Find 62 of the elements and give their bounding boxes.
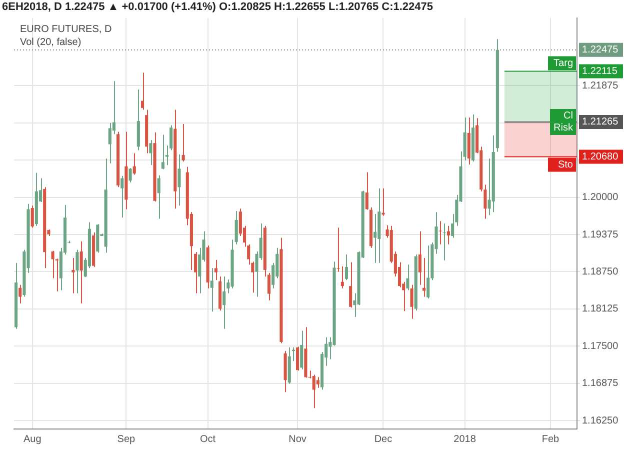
x-tick-label: Aug [23,434,42,445]
ref-line-label: 1.22475 [582,44,619,56]
candlestick [300,330,304,370]
candlestick [349,262,352,308]
candlestick [161,134,164,170]
band-label: Sto [558,160,574,171]
ref-line-label: 1.20680 [582,152,619,163]
band-label: Targ [554,58,573,70]
candlestick [422,258,426,298]
candlestick [18,284,22,304]
candlestick [30,205,34,228]
candlestick [222,276,226,330]
candlestick [210,268,214,312]
y-tick-label: 1.17500 [582,340,619,352]
candlestick [374,213,377,264]
candlestick [312,374,316,409]
candlestick [365,172,368,210]
candlestick [234,210,238,245]
x-tick-label: Dec [374,434,392,445]
candlestick [446,225,450,245]
candlestick [406,264,410,291]
candlestick [178,154,181,206]
candlestick [140,72,144,110]
y-tick-label: 1.18750 [582,266,619,278]
y-tick-label: 1.16875 [582,378,619,390]
candlestick [214,259,218,281]
candlestick [316,376,320,388]
candlestick [410,284,414,320]
ref-line-label: 1.21265 [582,116,619,128]
annotation: Vol (20, false) [20,37,82,48]
x-tick-label: Nov [288,434,306,445]
candlestick [340,266,344,289]
candlestick [194,252,198,294]
candlestick [51,250,54,279]
annotation: Cl Risk [554,110,574,134]
candlestick [80,240,83,304]
candlestick [296,346,300,372]
y-tick-label: 1.19375 [582,229,619,240]
y-tick-label: 1.18125 [582,304,619,315]
x-tick-label: Sep [117,434,136,445]
annotation: EURO FUTURES, D [20,24,112,35]
y-tick-label: 1.21875 [582,80,619,92]
candlestick [108,122,112,164]
candlestick [149,140,152,166]
x-tick-label: 2018 [454,434,476,445]
ref-line-label: 1.22115 [582,66,618,78]
candlestick [418,230,422,286]
y-tick-label: 1.20000 [582,192,619,204]
candlestick [336,227,340,272]
candlestick [182,124,185,162]
candlestick [128,168,132,183]
candlestick [120,175,124,218]
candlestick [426,245,430,300]
candlestick [344,254,348,281]
candlestick [157,174,160,220]
candlestick [76,249,79,294]
candlestick [132,152,136,176]
candlestick [72,258,75,294]
y-tick-label: 1.16250 [582,415,619,426]
chart-title: 6EH2018, D 1.22475 ▲ +0.01700 (+1.41%) O:1.20825 H:1.22655 L:1.20765 C:1.22475 [2,1,434,13]
x-tick-label: Oct [200,434,216,445]
x-tick-label: Feb [542,434,560,445]
